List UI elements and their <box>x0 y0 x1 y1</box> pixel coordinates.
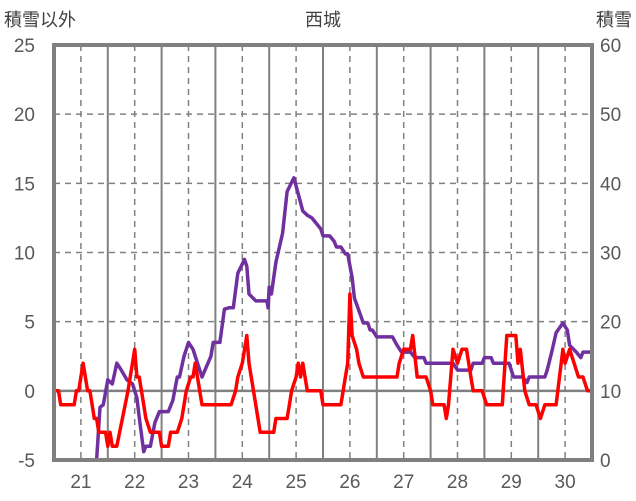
left-tick-label: 15 <box>14 174 35 195</box>
left-tick-label: 5 <box>24 313 35 334</box>
x-tick-label: 25 <box>286 472 307 493</box>
tick-labels: -5 0 5 10 15 20 25 0 10 20 30 40 50 60 21 22 23 24 25 26 27 2… <box>14 36 621 493</box>
left-tick-label: 25 <box>14 36 35 57</box>
right-tick-label: 10 <box>600 382 621 403</box>
x-tick-label: 28 <box>447 472 468 493</box>
right-tick-label: 20 <box>600 313 621 334</box>
series-layer <box>54 176 592 462</box>
right-tick-label: 0 <box>600 451 611 472</box>
x-tick-label: 27 <box>393 472 414 493</box>
x-tick-label: 26 <box>339 472 360 493</box>
plot-frame <box>52 43 594 462</box>
series-line-non-snow <box>54 292 592 448</box>
x-tick-label: 29 <box>501 472 522 493</box>
left-tick-label: 10 <box>14 244 35 265</box>
x-tick-label: 30 <box>555 472 576 493</box>
chart-title: 西城 <box>305 10 341 31</box>
left-tick-label: -5 <box>18 451 35 472</box>
right-tick-label: 40 <box>600 174 621 195</box>
right-tick-label: 60 <box>600 36 621 57</box>
x-tick-label: 23 <box>178 472 199 493</box>
right-tick-label: 30 <box>600 244 621 265</box>
x-tick-label: 22 <box>124 472 145 493</box>
x-tick-label: 21 <box>70 472 91 493</box>
series-line-snow <box>54 176 592 462</box>
right-axis-title: 積雪 <box>596 10 632 31</box>
left-tick-label: 0 <box>24 382 35 403</box>
x-tick-label: 24 <box>232 472 254 493</box>
left-tick-label: 20 <box>14 105 35 126</box>
right-tick-label: 50 <box>600 105 621 126</box>
left-axis-title: 積雪以外 <box>4 10 76 31</box>
